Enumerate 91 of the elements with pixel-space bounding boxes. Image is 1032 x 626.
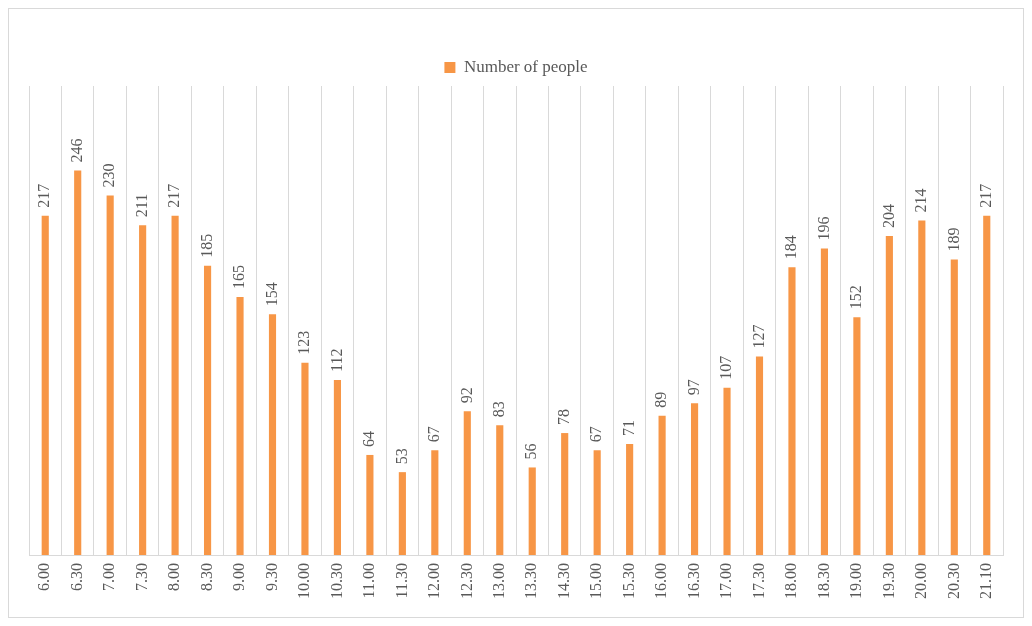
- x-tick-label: 9.00: [230, 563, 248, 591]
- bar: [171, 215, 179, 555]
- bar: [431, 450, 439, 555]
- data-label: 189: [944, 227, 962, 252]
- bar: [950, 259, 958, 555]
- bar: [983, 215, 991, 555]
- data-label: 67: [425, 426, 443, 443]
- bar: [236, 297, 244, 555]
- legend-label: Number of people: [463, 56, 588, 76]
- data-label: 127: [749, 324, 767, 349]
- x-tick-label: 16.00: [652, 563, 670, 599]
- x-tick-label: 9.30: [262, 563, 280, 591]
- bar: [398, 472, 406, 555]
- bar: [268, 314, 277, 555]
- bar: [463, 411, 471, 555]
- data-label: 204: [879, 204, 897, 229]
- bar: [333, 379, 342, 555]
- data-label: 246: [67, 138, 85, 163]
- bar: [626, 444, 634, 555]
- bar: [593, 450, 601, 555]
- bar: [691, 403, 699, 555]
- bar: [918, 220, 926, 555]
- x-tick-label: 11.30: [392, 563, 410, 599]
- x-tick-label: 12.00: [425, 563, 443, 599]
- data-label: 97: [684, 379, 702, 396]
- x-tick-label: 19.30: [879, 563, 897, 599]
- bar: [820, 248, 829, 555]
- data-label: 92: [457, 387, 475, 404]
- bar: [301, 362, 309, 555]
- x-tick-label: 15.30: [619, 563, 637, 599]
- data-label: 165: [230, 265, 248, 290]
- x-tick-label: 6.30: [67, 563, 85, 591]
- bar: [853, 317, 861, 555]
- data-label: 53: [392, 448, 410, 465]
- data-label: 112: [327, 348, 345, 372]
- data-label: 230: [100, 163, 118, 188]
- bar: [139, 225, 147, 555]
- x-tick-label: 20.30: [944, 563, 962, 599]
- data-label: 56: [522, 443, 540, 460]
- x-tick-label: 8.30: [197, 563, 215, 591]
- bar: [885, 236, 893, 555]
- x-tick-label: 6.00: [35, 563, 53, 591]
- bar: [528, 467, 536, 555]
- bar: [106, 195, 114, 555]
- bar: [658, 415, 666, 555]
- data-label: 217: [976, 183, 994, 208]
- x-tick-label: 17.30: [749, 563, 767, 599]
- bar: [74, 170, 82, 555]
- data-label: 78: [554, 409, 572, 426]
- data-label: 83: [489, 401, 507, 418]
- x-tick-label: 8.00: [165, 563, 183, 591]
- x-tick-label: 21.10: [976, 563, 994, 599]
- x-tick-label: 14.30: [554, 563, 572, 599]
- data-label: 217: [35, 183, 53, 208]
- data-label: 211: [132, 193, 150, 218]
- bar: [496, 425, 504, 555]
- data-label: 196: [814, 216, 832, 241]
- x-tick-label: 11.00: [360, 563, 378, 599]
- data-label: 107: [717, 355, 735, 380]
- bar: [723, 387, 731, 555]
- x-tick-label: 7.30: [132, 563, 150, 591]
- data-label: 64: [360, 430, 378, 447]
- data-label: 154: [262, 282, 280, 307]
- x-tick-label: 7.00: [100, 563, 118, 591]
- data-label: 185: [197, 233, 215, 258]
- x-tick-label: 10.30: [327, 563, 345, 599]
- x-tick-label: 12.30: [457, 563, 475, 599]
- bar: [204, 265, 212, 555]
- x-tick-label: 20.00: [912, 563, 930, 599]
- data-label: 71: [619, 420, 637, 436]
- bar: [755, 356, 764, 555]
- x-tick-label: 18.30: [814, 563, 832, 599]
- data-label: 67: [587, 426, 605, 443]
- bar: [561, 433, 569, 555]
- data-label: 184: [782, 235, 800, 260]
- x-tick-label: 19.00: [847, 563, 865, 599]
- data-label: 89: [652, 391, 670, 408]
- bar: [41, 215, 49, 555]
- x-tick-label: 17.00: [717, 563, 735, 599]
- bar: [366, 454, 374, 555]
- data-label: 217: [165, 183, 183, 208]
- x-tick-label: 16.30: [684, 563, 702, 599]
- bar: [788, 267, 796, 555]
- data-label: 152: [847, 285, 865, 310]
- x-tick-label: 15.00: [587, 563, 605, 599]
- x-tick-label: 13.00: [489, 563, 507, 599]
- x-tick-label: 13.30: [522, 563, 540, 599]
- data-label: 123: [295, 330, 313, 355]
- data-label: 214: [912, 188, 930, 213]
- x-tick-label: 10.00: [295, 563, 313, 599]
- x-tick-label: 18.00: [782, 563, 800, 599]
